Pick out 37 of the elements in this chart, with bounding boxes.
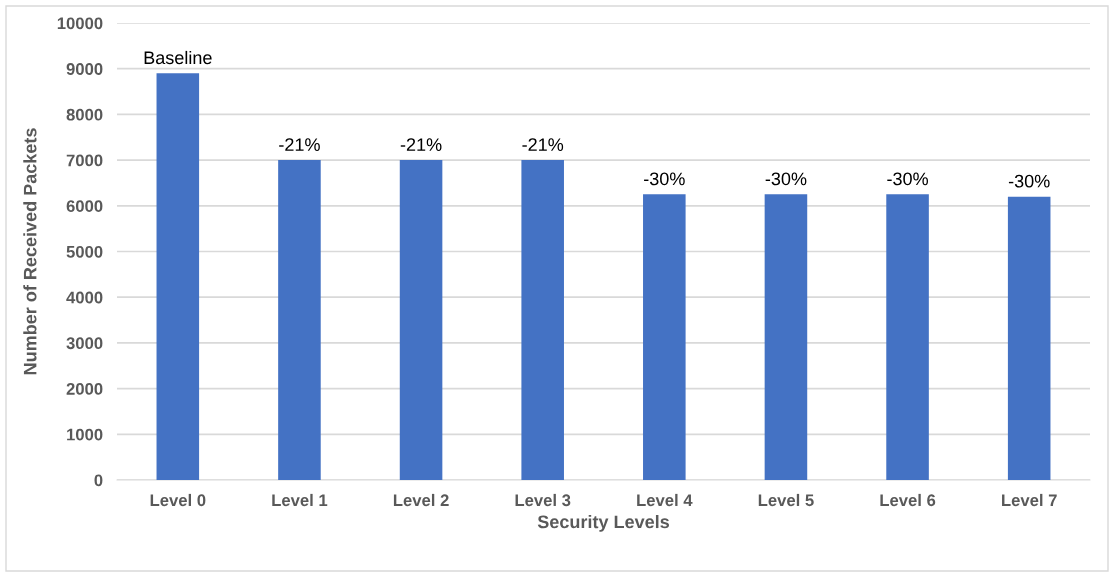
- x-tick-label: Level 7: [1002, 493, 1057, 507]
- annotation: -30%: [644, 172, 685, 186]
- x-axis-title: Security Levels: [537, 514, 670, 532]
- x-tick-label: Level 0: [150, 493, 206, 507]
- annotation: -30%: [765, 172, 807, 186]
- bar: [886, 194, 929, 480]
- bar: [643, 194, 686, 480]
- y-tick-label: 1000: [67, 428, 103, 441]
- bar: [764, 194, 808, 480]
- bar: [521, 160, 564, 480]
- annotation: -21%: [400, 138, 442, 151]
- y-tick-label: 3000: [66, 337, 103, 350]
- y-tick-label: 8000: [66, 108, 103, 121]
- y-tick-label: 6000: [66, 200, 103, 212]
- x-tick-label: Level 1: [272, 493, 328, 507]
- y-tick-label: 10000: [57, 17, 103, 30]
- x-tick-label: Level 6: [880, 493, 936, 507]
- y-tick-label: 0: [94, 474, 103, 487]
- y-tick-label: 5000: [66, 245, 103, 258]
- bar: [278, 160, 321, 480]
- annotation: -30%: [1008, 174, 1050, 188]
- y-tick-label: 7000: [66, 154, 103, 167]
- annotation: -21%: [279, 138, 320, 151]
- annotation: -21%: [522, 138, 564, 151]
- x-tick-label: Level 5: [758, 493, 814, 507]
- annotation: Baseline: [144, 50, 212, 65]
- x-tick-label: Level 2: [393, 493, 449, 507]
- annotation: -30%: [887, 172, 928, 186]
- y-tick-label: 4000: [66, 291, 103, 304]
- bar: [156, 73, 200, 480]
- x-tick-label: Level 3: [515, 493, 571, 507]
- bar: [399, 160, 443, 480]
- y-tick-label: 9000: [66, 63, 103, 75]
- bar: [1007, 196, 1051, 480]
- x-tick-label: Level 4: [637, 493, 693, 507]
- y-tick-label: 2000: [66, 383, 103, 395]
- y-axis-title: Number of Received Packets: [23, 128, 37, 375]
